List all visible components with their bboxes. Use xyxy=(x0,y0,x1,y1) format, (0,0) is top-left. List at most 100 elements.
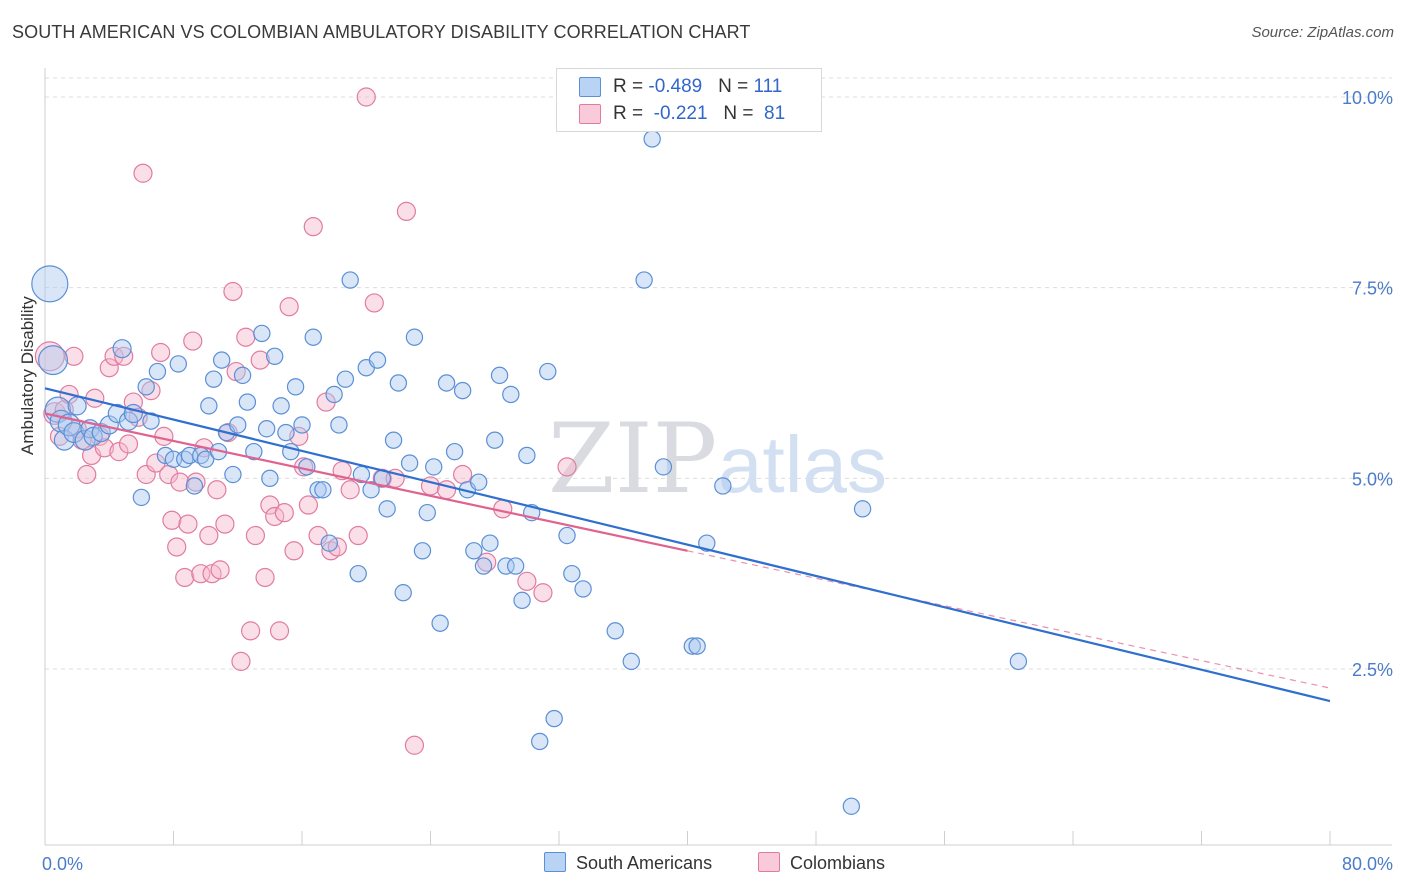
colombians-point xyxy=(231,651,251,671)
colombians-point xyxy=(265,506,285,527)
colombians-point xyxy=(396,201,417,221)
colombians-point xyxy=(104,346,124,366)
south-americans-point xyxy=(497,557,515,575)
south-americans-point xyxy=(233,366,252,385)
south-americans-point xyxy=(474,557,493,575)
south-americans-point xyxy=(212,351,231,369)
south-americans-point xyxy=(67,396,87,416)
y-tick-label: 7.5% xyxy=(1352,279,1393,299)
south-americans-trend-line xyxy=(44,387,1331,703)
south-americans-point xyxy=(654,458,673,476)
colombians-point xyxy=(245,525,266,546)
colombians-point xyxy=(303,217,323,237)
south-americans-point xyxy=(413,542,432,560)
south-americans-point xyxy=(330,416,348,434)
colombians-points xyxy=(34,87,577,755)
south-americans-point xyxy=(277,423,295,442)
south-americans-point xyxy=(469,473,488,491)
legend-swatch-blue xyxy=(579,77,601,97)
legend-r-value: -0.489 xyxy=(648,76,703,97)
source-label: Source: ZipAtlas.com xyxy=(1251,24,1394,41)
correlation-legend: R = -0.489 N = 111 R = -0.221 N = 81 xyxy=(556,68,822,132)
legend-n-value: 111 xyxy=(753,76,783,97)
south-americans-point xyxy=(574,580,592,598)
south-americans-point xyxy=(378,500,396,518)
legend-item-south-americans: South Americans xyxy=(544,852,712,874)
south-americans-point xyxy=(389,374,408,392)
south-americans-point xyxy=(513,591,531,610)
colombians-point xyxy=(255,567,275,588)
colombians-point xyxy=(151,342,171,363)
south-americans-point xyxy=(257,420,276,438)
legend-swatch-blue xyxy=(544,852,566,872)
colombians-point xyxy=(241,621,261,641)
south-americans-point xyxy=(349,564,367,583)
south-americans-point xyxy=(229,416,247,434)
colombians-point xyxy=(250,350,270,370)
colombians-point xyxy=(99,358,119,378)
trend-lines xyxy=(44,387,1331,703)
south-americans-point xyxy=(132,488,151,507)
colombians-point xyxy=(517,571,537,591)
colombians-point xyxy=(178,514,198,534)
legend-r-label: R = xyxy=(613,76,649,97)
colombians-point xyxy=(348,525,368,546)
legend-label: Colombians xyxy=(790,853,886,873)
colombians-point xyxy=(183,331,203,351)
south-americans-point xyxy=(539,362,557,381)
colombians-point xyxy=(167,537,187,557)
south-americans-point xyxy=(490,366,509,385)
colombians-point xyxy=(327,537,347,557)
south-americans-point xyxy=(293,416,311,434)
watermark-atlas: atlas xyxy=(718,420,887,509)
colombians-point xyxy=(123,392,143,412)
colombians-point xyxy=(64,346,84,366)
colombians-point xyxy=(207,480,227,500)
colombians-point xyxy=(118,434,139,454)
south-americans-point xyxy=(204,370,223,388)
south-americans-point xyxy=(1009,652,1028,671)
south-americans-point xyxy=(107,403,127,424)
legend-n-label: N = xyxy=(723,103,759,124)
legend-n-label: N = xyxy=(718,76,754,97)
axes xyxy=(44,68,1392,846)
colombians-point xyxy=(223,281,243,302)
south-americans-point xyxy=(286,378,305,396)
y-tick-label: 10.0% xyxy=(1342,88,1393,108)
south-americans-point xyxy=(394,584,412,602)
colombians-point xyxy=(364,293,384,313)
south-americans-point xyxy=(481,534,499,552)
colombians-point xyxy=(170,472,190,492)
south-americans-point xyxy=(445,442,464,461)
south-americans-point xyxy=(265,347,284,366)
south-americans-point xyxy=(425,458,443,476)
south-americans-point xyxy=(368,351,387,369)
south-americans-point xyxy=(453,381,472,400)
colombians-point xyxy=(77,464,97,485)
south-americans-point xyxy=(405,328,424,346)
colombians-point xyxy=(109,442,129,462)
colombians-point xyxy=(493,499,513,519)
south-americans-point xyxy=(261,469,279,488)
south-americans-point xyxy=(622,652,640,671)
south-americans-point xyxy=(486,431,504,449)
south-americans-point xyxy=(506,557,525,575)
south-americans-point xyxy=(688,637,706,655)
south-americans-point xyxy=(418,503,436,522)
south-americans-point xyxy=(137,378,155,396)
x-tick-label: 0.0% xyxy=(42,854,83,874)
south-americans-point xyxy=(465,542,483,560)
colombians-point xyxy=(557,457,577,477)
south-americans-point xyxy=(91,422,111,443)
south-americans-point xyxy=(400,454,419,472)
south-americans-point xyxy=(842,797,861,815)
colombians-point xyxy=(133,163,153,183)
chart-title: SOUTH AMERICAN VS COLOMBIAN AMBULATORY D… xyxy=(12,22,751,42)
x-tick-label: 80.0% xyxy=(1342,854,1393,874)
colombians-point xyxy=(284,541,304,561)
colombians-point xyxy=(404,735,425,755)
south-americans-point xyxy=(304,328,322,346)
colombians-point xyxy=(175,567,195,588)
colombians-point xyxy=(236,327,256,347)
